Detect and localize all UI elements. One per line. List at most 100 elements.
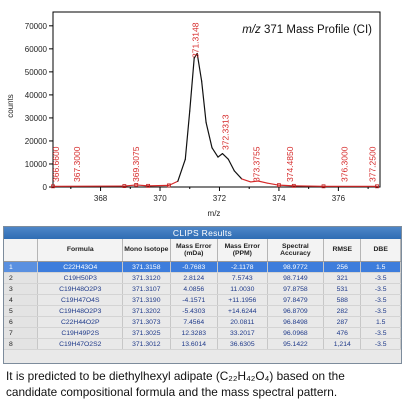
row-index-cell: 2 bbox=[4, 272, 39, 284]
results-table: Formula Mono Isotope Mass Error (mDa) Mass … bbox=[4, 239, 401, 350]
column-header[interactable]: Spectral Accuracy bbox=[267, 239, 325, 262]
table-row[interactable]: 5 C19H48O2P3 371.3202 -5.4303 +14.6244 96.870… bbox=[4, 305, 401, 317]
row-index-cell: 3 bbox=[4, 283, 39, 295]
table-cell: C19H48O2P3 bbox=[37, 305, 124, 317]
table-row[interactable]: 6 C22H44O2P 371.3073 7.4564 20.0811 96.8498 28… bbox=[4, 316, 401, 328]
profile-point bbox=[51, 184, 55, 189]
profile-point bbox=[167, 183, 171, 188]
chart-axes: 0 10000 20000 30000 40000 50000 60000 70000 368 3… bbox=[25, 11, 381, 203]
table-cell: 96.8498 bbox=[267, 316, 325, 328]
y-tick-label: 30000 bbox=[25, 114, 48, 123]
caption-text: It is predicted to be diethylhexyl adipa… bbox=[6, 368, 398, 400]
column-header[interactable]: DBE bbox=[360, 239, 401, 262]
table-cell: C22H43O4 bbox=[37, 261, 124, 273]
x-tick-label: 372 bbox=[213, 194, 227, 203]
table-cell: 20.0811 bbox=[217, 316, 268, 328]
table-cell: 2.8124 bbox=[170, 272, 218, 284]
y-tick-label: 40000 bbox=[25, 91, 48, 100]
profile-segment bbox=[278, 184, 295, 187]
table-cell: 1.5 bbox=[360, 261, 401, 273]
row-index-cell: 5 bbox=[4, 305, 39, 317]
table-cell: 98.9772 bbox=[267, 261, 325, 273]
table-cell: 95.1422 bbox=[267, 338, 325, 350]
peak-label: 371.3148 bbox=[191, 22, 201, 58]
table-cell: -3.5 bbox=[360, 294, 401, 306]
profile-point bbox=[122, 184, 127, 188]
table-cell: 33.2017 bbox=[217, 327, 268, 339]
profile-segment bbox=[221, 153, 229, 160]
table-cell: 4.0856 bbox=[170, 283, 218, 295]
table-cell: 11.0030 bbox=[217, 283, 268, 295]
profile-segment bbox=[217, 153, 224, 158]
row-index-cell: 1 bbox=[4, 261, 39, 273]
results-title: CLIPS Results bbox=[4, 227, 401, 239]
peak-label: 367.3000 bbox=[72, 146, 82, 182]
x-tick-label: 368 bbox=[94, 194, 108, 203]
table-cell: -5.4303 bbox=[170, 305, 218, 317]
caption-line-2: candidate compositional formula and the … bbox=[6, 385, 338, 399]
y-tick-label: 20000 bbox=[25, 137, 48, 146]
x-axis-label: m/z bbox=[208, 209, 221, 218]
table-cell: -0.7683 bbox=[170, 261, 218, 273]
table-row[interactable]: 7 C19H49P2S 371.3025 12.3283 33.2017 96.0968 4… bbox=[4, 327, 401, 339]
profile-segment bbox=[123, 184, 137, 187]
column-header[interactable] bbox=[4, 239, 39, 262]
table-cell: 256 bbox=[323, 261, 362, 273]
caption-line-1: It is predicted to be diethylhexyl adipa… bbox=[6, 369, 345, 383]
profile-segment bbox=[257, 180, 268, 184]
table-cell: 321 bbox=[323, 272, 362, 284]
table-cell: 96.0968 bbox=[267, 327, 325, 339]
profile-segment bbox=[135, 184, 149, 187]
table-cell: 7.4564 bbox=[170, 316, 218, 328]
table-row[interactable]: 4 C19H47O4S 371.3190 -4.1571 +11.1956 97.8479… bbox=[4, 294, 401, 306]
table-cell: 476 bbox=[323, 327, 362, 339]
column-header[interactable]: Mass Error (PPM) bbox=[217, 239, 268, 262]
x-tick-label: 376 bbox=[332, 194, 346, 203]
table-cell: 7.5743 bbox=[217, 272, 268, 284]
table-cell: 371.3190 bbox=[122, 294, 171, 306]
profile-segment bbox=[193, 52, 198, 59]
table-row[interactable]: 1 C22H43O4 371.3158 -0.7683 -2.1178 98.9772 25… bbox=[4, 261, 401, 273]
column-header[interactable]: Mass Error (mDa) bbox=[170, 239, 218, 262]
y-tick-label: 10000 bbox=[25, 160, 48, 169]
column-header[interactable]: RMSE bbox=[323, 239, 362, 262]
profile-segment bbox=[196, 52, 203, 82]
table-row[interactable]: 8 C19H47O2S2 371.3012 13.6014 36.6305 95.1422… bbox=[4, 338, 401, 350]
table-cell: -3.5 bbox=[360, 305, 401, 317]
table-cell: C19H47O2S2 bbox=[37, 338, 124, 350]
profile-segment bbox=[177, 158, 186, 182]
peak-label: 377.2500 bbox=[368, 146, 378, 182]
profile-segment bbox=[201, 80, 207, 124]
chart-title-text: 371 Mass Profile (CI) bbox=[261, 24, 372, 36]
table-cell: 1.5 bbox=[360, 316, 401, 328]
column-header[interactable]: Mono Isotope bbox=[122, 239, 171, 262]
table-cell: C19H49P2S bbox=[37, 327, 124, 339]
table-row[interactable]: 3 C19H48O2P3 371.3107 4.0856 11.0030 97.8758 5… bbox=[4, 283, 401, 295]
x-tick-label: 370 bbox=[153, 194, 167, 203]
peak-label: 373.3755 bbox=[252, 146, 262, 182]
table-cell: C19H48O2P3 bbox=[37, 283, 124, 295]
table-cell: 371.3202 bbox=[122, 305, 171, 317]
plot-area bbox=[52, 11, 381, 188]
profile-point bbox=[277, 183, 281, 188]
profile-segment bbox=[266, 182, 280, 186]
peak-label: 372.3313 bbox=[220, 114, 230, 150]
profile-point bbox=[146, 183, 151, 188]
table-cell: -3.5 bbox=[360, 338, 401, 350]
table-cell: 97.8479 bbox=[267, 294, 325, 306]
table-cell: -3.5 bbox=[360, 272, 401, 284]
peak-label: 369.3075 bbox=[131, 146, 141, 182]
peak-label: 366.6600 bbox=[51, 146, 61, 182]
row-index-cell: 7 bbox=[4, 327, 39, 339]
table-cell: 531 bbox=[323, 283, 362, 295]
clips-results-panel: CLIPS Results Formula Mono Isotope Mass Er… bbox=[3, 226, 402, 364]
table-cell: 287 bbox=[323, 316, 362, 328]
table-cell: 371.3073 bbox=[122, 316, 171, 328]
chart-title-mz: m/z bbox=[242, 24, 261, 36]
column-header[interactable]: Formula bbox=[37, 239, 124, 262]
table-row[interactable]: 2 C19H50P3 371.3120 2.8124 7.5743 98.7149 321-… bbox=[4, 272, 401, 284]
x-tick-label: 374 bbox=[272, 194, 286, 203]
row-index-cell: 4 bbox=[4, 294, 39, 306]
table-cell: -3.5 bbox=[360, 283, 401, 295]
table-cell: 371.3025 bbox=[122, 327, 171, 339]
